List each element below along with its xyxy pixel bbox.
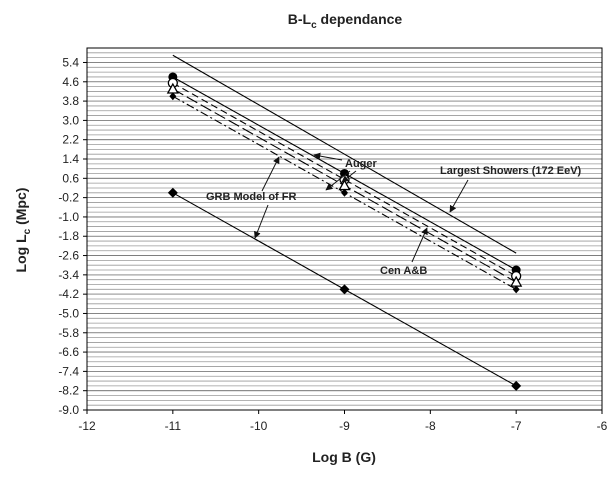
marker [512, 285, 520, 294]
marker [169, 92, 177, 101]
y-tick-label: -6.6 [58, 345, 79, 359]
y-tick-label: 3.0 [62, 113, 79, 127]
ylabel-part: (Mpc) [13, 188, 29, 229]
x-tick-label: -10 [250, 419, 268, 433]
annotation-arrow [313, 152, 343, 161]
y-tick-label: 3.8 [62, 94, 79, 108]
annotation-arrow [325, 170, 351, 191]
x-tick-label: -7 [511, 419, 522, 433]
series-line [172, 54, 517, 254]
y-tick-label: 1.4 [62, 152, 79, 166]
y-tick-label: 4.6 [62, 75, 79, 89]
y-tick-label: -1.0 [58, 210, 79, 224]
y-tick-label: -9.0 [58, 403, 79, 417]
x-tick-label: -12 [78, 419, 96, 433]
annotation: GRB Model of FR [206, 191, 296, 203]
marker [167, 187, 178, 198]
annotation: Auger [345, 158, 378, 170]
annotation: Cen A&B [380, 265, 427, 277]
plot-border [86, 47, 603, 411]
y-axis-label: Log Lc (Mpc) [13, 188, 33, 273]
ylabel-part: Log L [13, 234, 29, 273]
annotation-arrow [449, 179, 469, 213]
title-sub: c [311, 20, 317, 31]
x-tick-label: -6 [597, 419, 608, 433]
chart-title: B-Lc dependance [288, 11, 403, 31]
annotation-arrow [254, 204, 269, 239]
y-tick-label: 2.2 [62, 133, 79, 147]
annotation: Largest Showers (172 EeV) [440, 165, 582, 177]
annotation-arrow [261, 156, 280, 192]
y-tick-label: -4.2 [58, 287, 79, 301]
ylabel-sub: c [22, 228, 33, 234]
marker [339, 284, 350, 295]
y-tick-label: -7.4 [58, 364, 79, 378]
plot-background [87, 48, 602, 410]
title-part: B-L [288, 11, 312, 27]
x-axis-label: Log B (G) [312, 449, 376, 465]
x-tick-label: -11 [165, 419, 182, 433]
y-tick-label: 0.6 [62, 171, 79, 185]
title-part: dependance [317, 11, 403, 27]
annotation-arrow [341, 170, 357, 183]
y-tick-label: -5.8 [58, 326, 79, 340]
x-tick-label: -8 [425, 419, 436, 433]
y-tick-label: 5.4 [62, 55, 79, 69]
marker [511, 380, 522, 391]
y-tick-label: -5.0 [58, 306, 79, 320]
y-tick-label: -0.2 [58, 191, 79, 205]
annotation-arrow [411, 227, 428, 263]
y-tick-label: -1.8 [58, 229, 79, 243]
y-tick-label: -2.6 [58, 249, 79, 263]
y-tick-label: -8.2 [58, 384, 79, 398]
y-tick-label: -3.4 [58, 268, 79, 282]
x-tick-label: -9 [339, 419, 350, 433]
marker [341, 188, 348, 197]
